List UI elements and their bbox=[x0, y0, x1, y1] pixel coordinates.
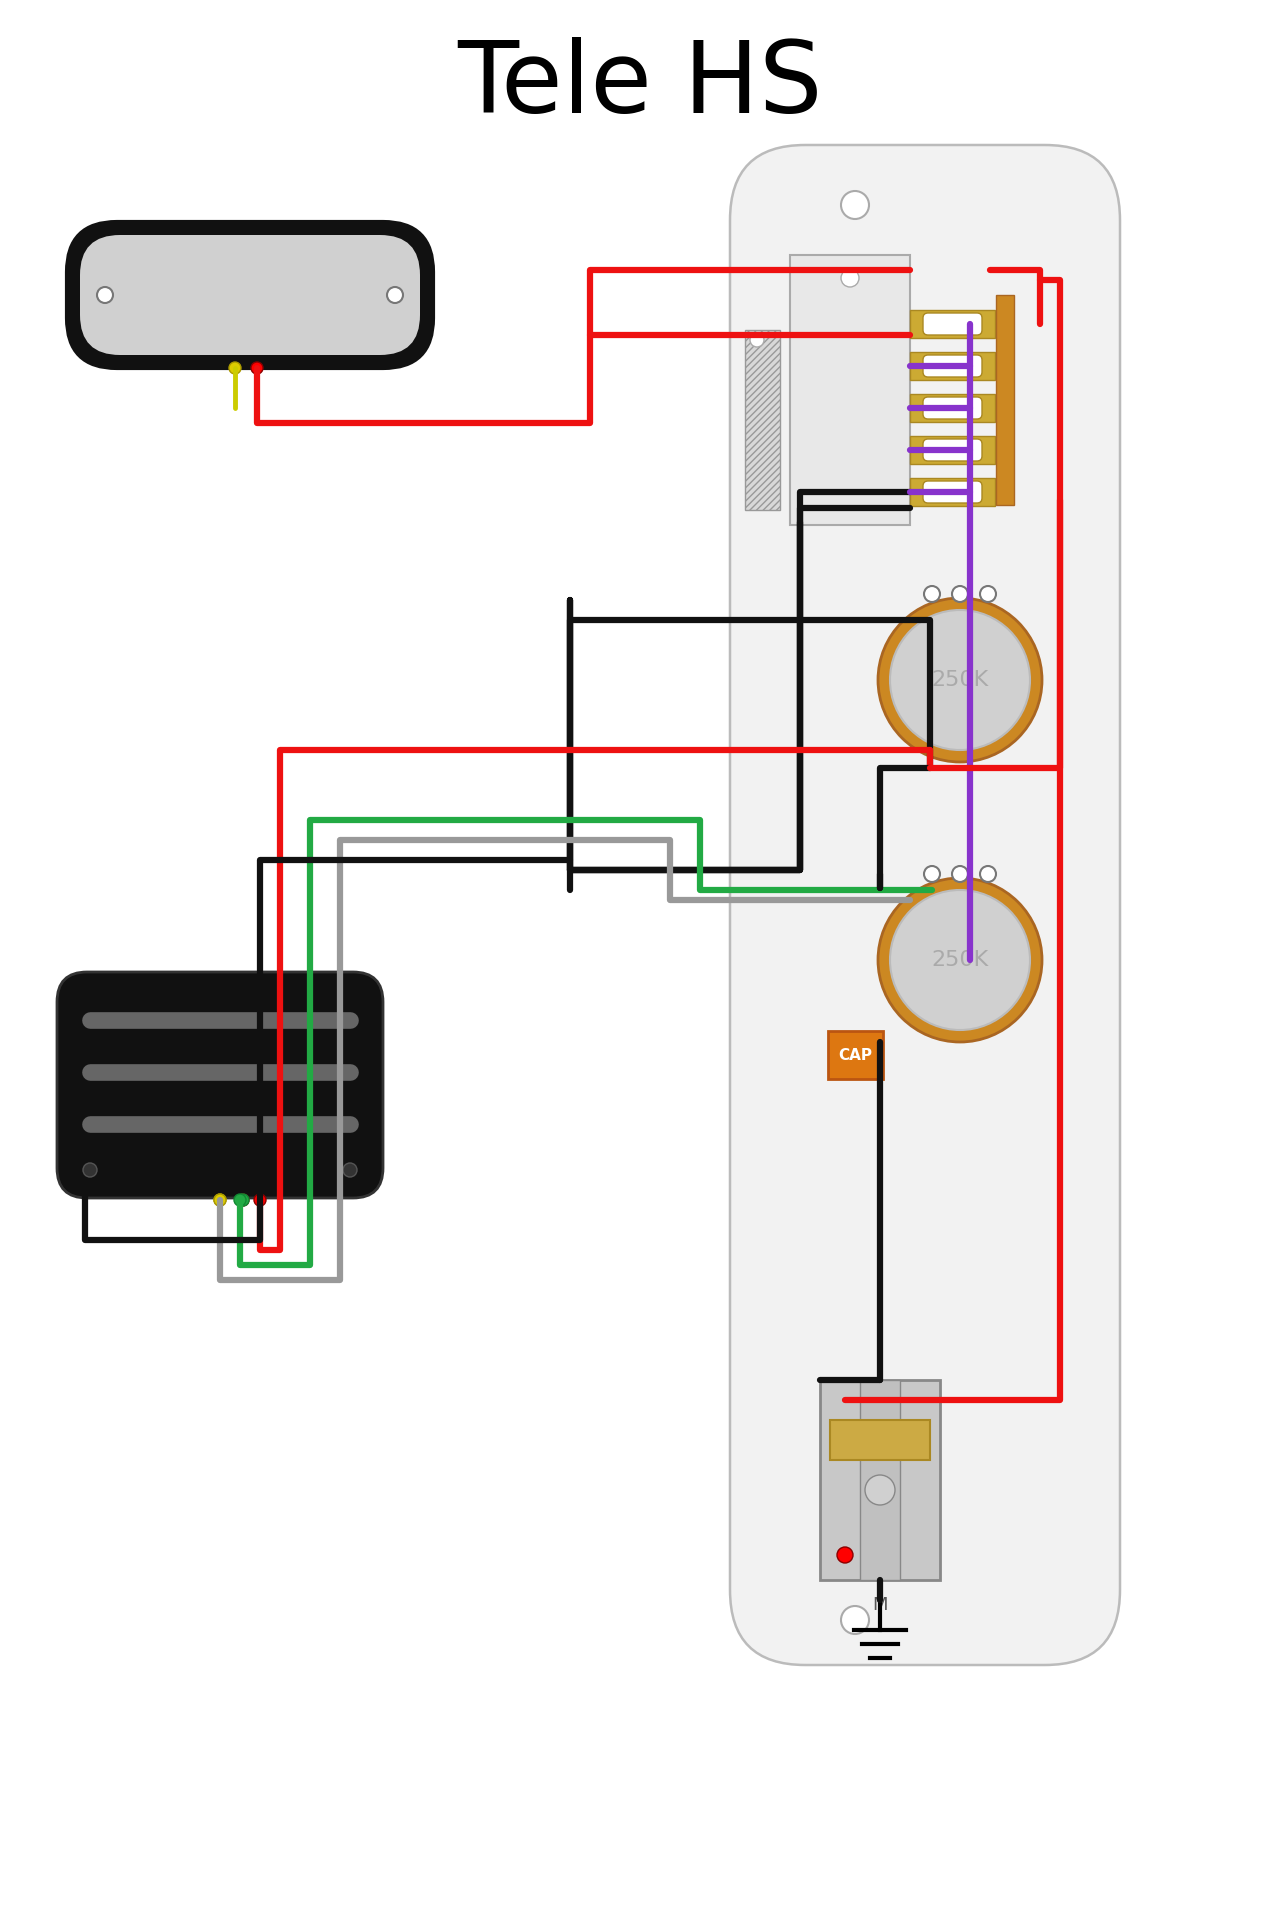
FancyBboxPatch shape bbox=[924, 397, 983, 419]
Bar bbox=[746, 330, 780, 511]
FancyBboxPatch shape bbox=[79, 234, 420, 355]
Bar bbox=[790, 255, 910, 524]
FancyBboxPatch shape bbox=[924, 482, 983, 503]
Circle shape bbox=[343, 1164, 357, 1177]
Circle shape bbox=[924, 866, 940, 881]
Circle shape bbox=[842, 269, 860, 286]
Circle shape bbox=[97, 286, 113, 303]
Bar bbox=[910, 394, 995, 422]
Bar bbox=[830, 1421, 930, 1459]
Circle shape bbox=[877, 597, 1041, 762]
Circle shape bbox=[877, 877, 1041, 1043]
Circle shape bbox=[229, 363, 241, 374]
Circle shape bbox=[980, 586, 997, 603]
Bar bbox=[910, 478, 995, 507]
Bar bbox=[997, 296, 1015, 505]
FancyBboxPatch shape bbox=[924, 355, 983, 376]
Text: Tele HS: Tele HS bbox=[457, 36, 822, 134]
Circle shape bbox=[749, 332, 763, 348]
Circle shape bbox=[237, 1194, 249, 1206]
Circle shape bbox=[865, 1475, 895, 1505]
Circle shape bbox=[214, 1194, 225, 1206]
Bar bbox=[860, 1380, 901, 1580]
Bar bbox=[820, 1380, 940, 1580]
Bar bbox=[910, 436, 995, 465]
Circle shape bbox=[214, 1194, 225, 1206]
Circle shape bbox=[234, 1194, 246, 1206]
Bar bbox=[828, 1031, 883, 1079]
Text: 250K: 250K bbox=[931, 670, 989, 689]
Bar bbox=[910, 351, 995, 380]
FancyBboxPatch shape bbox=[730, 146, 1120, 1665]
Text: M: M bbox=[872, 1596, 888, 1615]
Circle shape bbox=[952, 866, 968, 881]
Circle shape bbox=[237, 1194, 249, 1206]
Circle shape bbox=[980, 866, 997, 881]
Circle shape bbox=[251, 363, 263, 374]
FancyBboxPatch shape bbox=[67, 223, 433, 369]
Circle shape bbox=[387, 286, 404, 303]
Circle shape bbox=[952, 586, 968, 603]
FancyBboxPatch shape bbox=[924, 313, 983, 334]
Text: CAP: CAP bbox=[838, 1048, 872, 1062]
Circle shape bbox=[842, 1605, 869, 1634]
Circle shape bbox=[254, 1194, 266, 1206]
Text: 250K: 250K bbox=[931, 950, 989, 970]
Circle shape bbox=[83, 1164, 97, 1177]
FancyBboxPatch shape bbox=[56, 972, 383, 1198]
Circle shape bbox=[842, 190, 869, 219]
FancyBboxPatch shape bbox=[924, 440, 983, 461]
Circle shape bbox=[890, 891, 1030, 1029]
Circle shape bbox=[890, 611, 1030, 751]
Circle shape bbox=[836, 1548, 853, 1563]
Circle shape bbox=[924, 586, 940, 603]
Bar bbox=[910, 309, 995, 338]
